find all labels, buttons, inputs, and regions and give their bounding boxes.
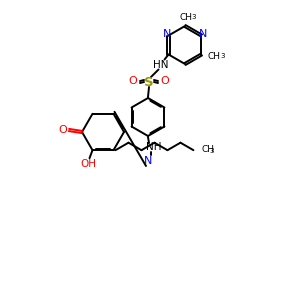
Text: 3: 3 [192, 14, 196, 20]
Text: HN: HN [153, 59, 168, 70]
Text: O: O [160, 76, 169, 86]
Text: CH: CH [208, 52, 221, 61]
Text: O: O [129, 76, 137, 86]
Text: N: N [199, 29, 207, 39]
Text: OH: OH [80, 159, 97, 169]
Text: O: O [58, 125, 68, 135]
Text: NH: NH [146, 142, 162, 152]
Text: S: S [144, 76, 154, 88]
Text: 3: 3 [220, 53, 225, 59]
Text: N: N [144, 156, 152, 166]
Text: N: N [163, 29, 171, 39]
Text: CH: CH [201, 145, 214, 154]
Text: 3: 3 [209, 148, 214, 154]
Text: CH: CH [179, 13, 193, 22]
